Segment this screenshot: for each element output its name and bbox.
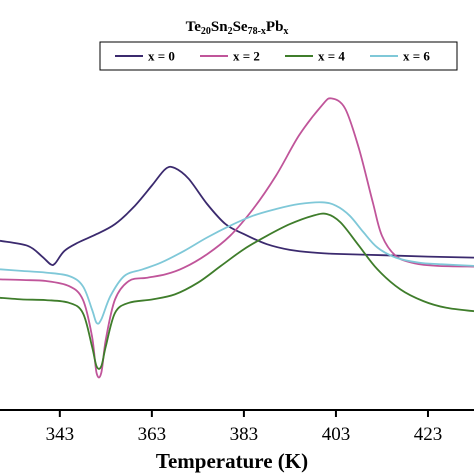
- title-subscript: 20: [201, 26, 211, 37]
- title-subscript: x: [283, 26, 288, 37]
- x-tick-label: 363: [138, 424, 167, 445]
- title-subscript: 2: [228, 26, 233, 37]
- title-part: Te: [186, 19, 202, 35]
- series-line-3: [0, 212, 474, 370]
- series-line-1: [0, 165, 474, 266]
- title-part: Sn: [211, 19, 228, 35]
- legend-label: x = 4: [318, 49, 345, 64]
- x-axis: 343 363 383 403 423: [0, 409, 474, 445]
- series-line-2: [0, 97, 474, 379]
- legend: x = 0 x = 2 x = 4 x = 6: [99, 41, 458, 71]
- x-tick-label: 383: [230, 424, 259, 445]
- legend-label: x = 6: [403, 49, 430, 64]
- chart-title: Te20Sn2Se78-xPbx: [186, 19, 289, 37]
- title-part: Pb: [266, 19, 284, 35]
- legend-label: x = 0: [148, 49, 175, 64]
- x-axis-title: Temperature (K): [156, 449, 308, 473]
- title-part: Se: [233, 19, 248, 35]
- legend-label: x = 2: [233, 49, 260, 64]
- series-line-4: [0, 201, 474, 325]
- series-layer: [0, 97, 474, 379]
- title-subscript: 78-x: [248, 26, 266, 37]
- x-tick-label: 423: [414, 424, 443, 445]
- x-tick-label: 403: [322, 424, 351, 445]
- x-tick-label: 343: [46, 424, 75, 445]
- legend-box: [99, 41, 458, 71]
